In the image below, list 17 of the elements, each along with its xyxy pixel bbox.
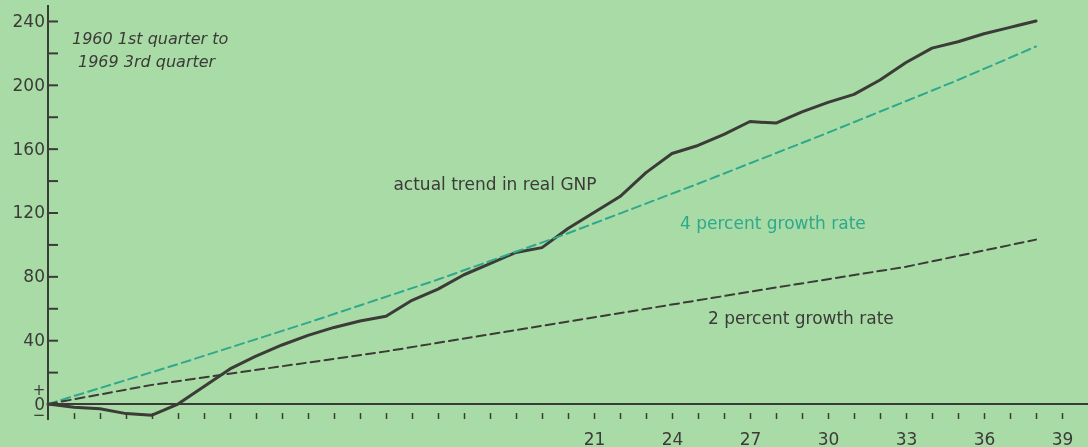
- x-tick-label: 30: [817, 429, 840, 447]
- y-tick-label: 160: [12, 138, 45, 159]
- series-label: 2 percent growth rate: [708, 308, 894, 328]
- x-tick-label: 33: [895, 429, 918, 447]
- y-tick-label: 40: [23, 330, 45, 351]
- y-tick-label: 200: [12, 74, 45, 95]
- x-tick-label: 21: [583, 429, 606, 447]
- x-tick-label: 27: [739, 429, 762, 447]
- series-label: actual trend in real GNP: [393, 174, 597, 194]
- annotation: 1960 1st quarter to 1969 3rd quarter: [72, 29, 229, 71]
- x-tick-label: 39: [1051, 429, 1074, 447]
- y-tick-label: 80: [23, 266, 45, 287]
- series-label: 4 percent growth rate: [680, 213, 866, 233]
- x-tick-label: 36: [973, 429, 996, 447]
- y-tick-label: 120: [12, 202, 45, 223]
- x-tick-label: 24: [661, 429, 684, 447]
- y-tick-label: 240: [12, 10, 45, 31]
